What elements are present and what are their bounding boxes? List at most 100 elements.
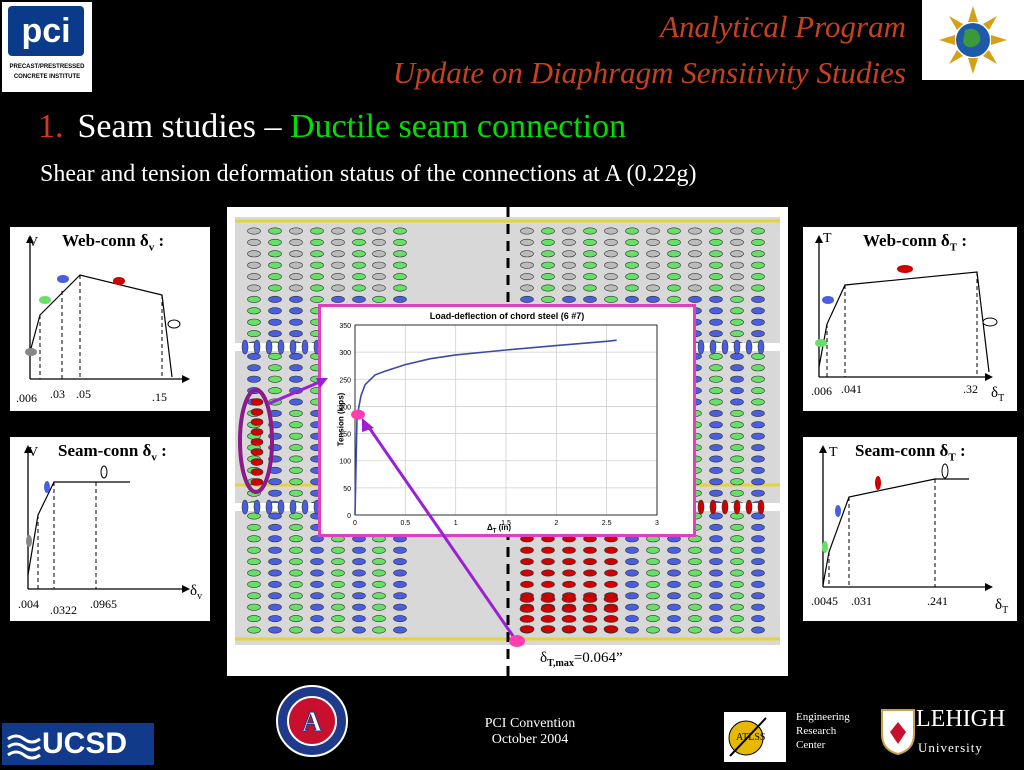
connector (709, 535, 723, 543)
connector (667, 626, 681, 634)
connector (709, 455, 723, 463)
ucsd-text: UCSD (42, 727, 128, 760)
connector (709, 466, 723, 474)
seam-connector (721, 499, 729, 515)
atlss-icon (728, 717, 767, 757)
connector (730, 432, 744, 440)
yielded-connector (250, 418, 264, 426)
seam-connector (757, 339, 765, 355)
y-tick-label: 300 (339, 350, 351, 357)
connector (520, 580, 534, 588)
connector (352, 546, 366, 554)
connector (625, 626, 639, 634)
connector (310, 261, 324, 269)
connector (730, 250, 744, 258)
connector (310, 626, 324, 634)
connector (604, 580, 618, 588)
heading-text: Seam studies – (77, 108, 282, 145)
connector (310, 227, 324, 235)
connector (331, 273, 345, 281)
pci-logo-mark: pci (8, 6, 84, 56)
x-tick-label: 3 (655, 520, 659, 527)
pci-caption-1: PRECAST/PRESTRESSED (9, 64, 85, 70)
connector (520, 558, 534, 566)
connector (520, 569, 534, 577)
heading-number: 1. (38, 108, 64, 145)
connector (709, 558, 723, 566)
connector (730, 615, 744, 623)
connector (562, 284, 576, 292)
connector (268, 284, 282, 292)
y-tick-label: 100 (339, 459, 351, 466)
connector (247, 295, 261, 303)
connector (289, 444, 303, 452)
connector (372, 580, 386, 588)
connector (352, 569, 366, 577)
connector (352, 603, 366, 611)
connector (709, 295, 723, 303)
connector (247, 569, 261, 577)
yielded-connector (603, 625, 619, 633)
connector (688, 238, 702, 246)
connector (751, 318, 765, 326)
connector (268, 318, 282, 326)
connector (268, 603, 282, 611)
connector (247, 307, 261, 315)
x-tick-label: 0.5 (400, 520, 410, 527)
connector (247, 558, 261, 566)
connector (541, 250, 555, 258)
web-shear-tick-2: .03 (50, 387, 65, 401)
seam-connector (745, 499, 753, 515)
yielded-connector (250, 478, 264, 486)
yielded-connector (540, 595, 556, 603)
connector (352, 558, 366, 566)
atlss-text: ATLSS (736, 732, 766, 743)
seam-tension-label: Seam-conn δT : (855, 441, 966, 464)
connector (247, 227, 261, 235)
connector (247, 523, 261, 531)
connector (751, 535, 765, 543)
y-tick-label: 0 (347, 513, 351, 520)
connector (289, 307, 303, 315)
pci-logo: pci PRECAST/PRESTRESSED CONCRETE INSTITU… (2, 2, 92, 92)
yielded-connector (519, 625, 535, 633)
connector (625, 546, 639, 554)
connector (751, 580, 765, 588)
connector (625, 569, 639, 577)
connector (751, 387, 765, 395)
connector (625, 227, 639, 235)
connector (352, 227, 366, 235)
connector (268, 580, 282, 588)
web-tension-axis-x: δT (991, 385, 1005, 404)
connector (393, 603, 407, 611)
connector (751, 273, 765, 281)
connector (667, 546, 681, 554)
connector (289, 558, 303, 566)
connector (709, 615, 723, 623)
connector (667, 615, 681, 623)
connector (583, 250, 597, 258)
connector (730, 387, 744, 395)
connector (393, 592, 407, 600)
connector (520, 546, 534, 554)
yielded-connector (582, 615, 598, 623)
connector (730, 421, 744, 429)
yielded-connector (603, 605, 619, 613)
connector (709, 375, 723, 383)
connector (268, 261, 282, 269)
yielded-connector (519, 615, 535, 623)
connector (352, 295, 366, 303)
connector (625, 580, 639, 588)
connector (709, 512, 723, 520)
yielded-connector (540, 625, 556, 633)
connector (709, 227, 723, 235)
connector (289, 375, 303, 383)
connector (667, 592, 681, 600)
connector (393, 615, 407, 623)
web-tension-panel: Web-conn δT : T δT .006 .041 .32 (803, 227, 1017, 411)
connector (646, 273, 660, 281)
connector (541, 569, 555, 577)
connector (541, 227, 555, 235)
lehigh-logo (878, 706, 918, 756)
connector (646, 546, 660, 554)
